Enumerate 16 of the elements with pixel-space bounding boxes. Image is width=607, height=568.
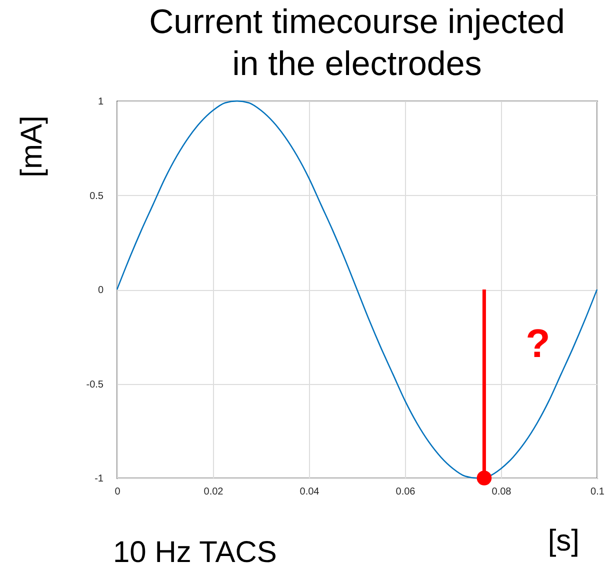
x-tick-label: 0.04 [300,486,320,498]
x-tick-label: 0.02 [204,486,224,498]
y-tick-label: 0.5 [90,190,104,202]
x-tick-label: 0.08 [492,486,512,498]
x-axis-title: [s] [548,524,580,558]
y-tick-label: 1 [98,96,104,108]
x-tick-label: 0.06 [396,486,416,498]
annotation: ? [526,322,550,366]
chart-title: Current timecourse injected in the electrodes [149,3,565,83]
x-tick-label: 0.1 [590,486,605,498]
text: 10 Hz TACS [113,536,277,568]
y-tick-label: -0.5 [86,379,104,390]
x-tick-label: 0 [114,486,121,498]
y-tick-label: 0 [98,285,104,296]
y-axis-title: [mA] [16,116,48,178]
y-tick-label: -1 [94,474,104,484]
